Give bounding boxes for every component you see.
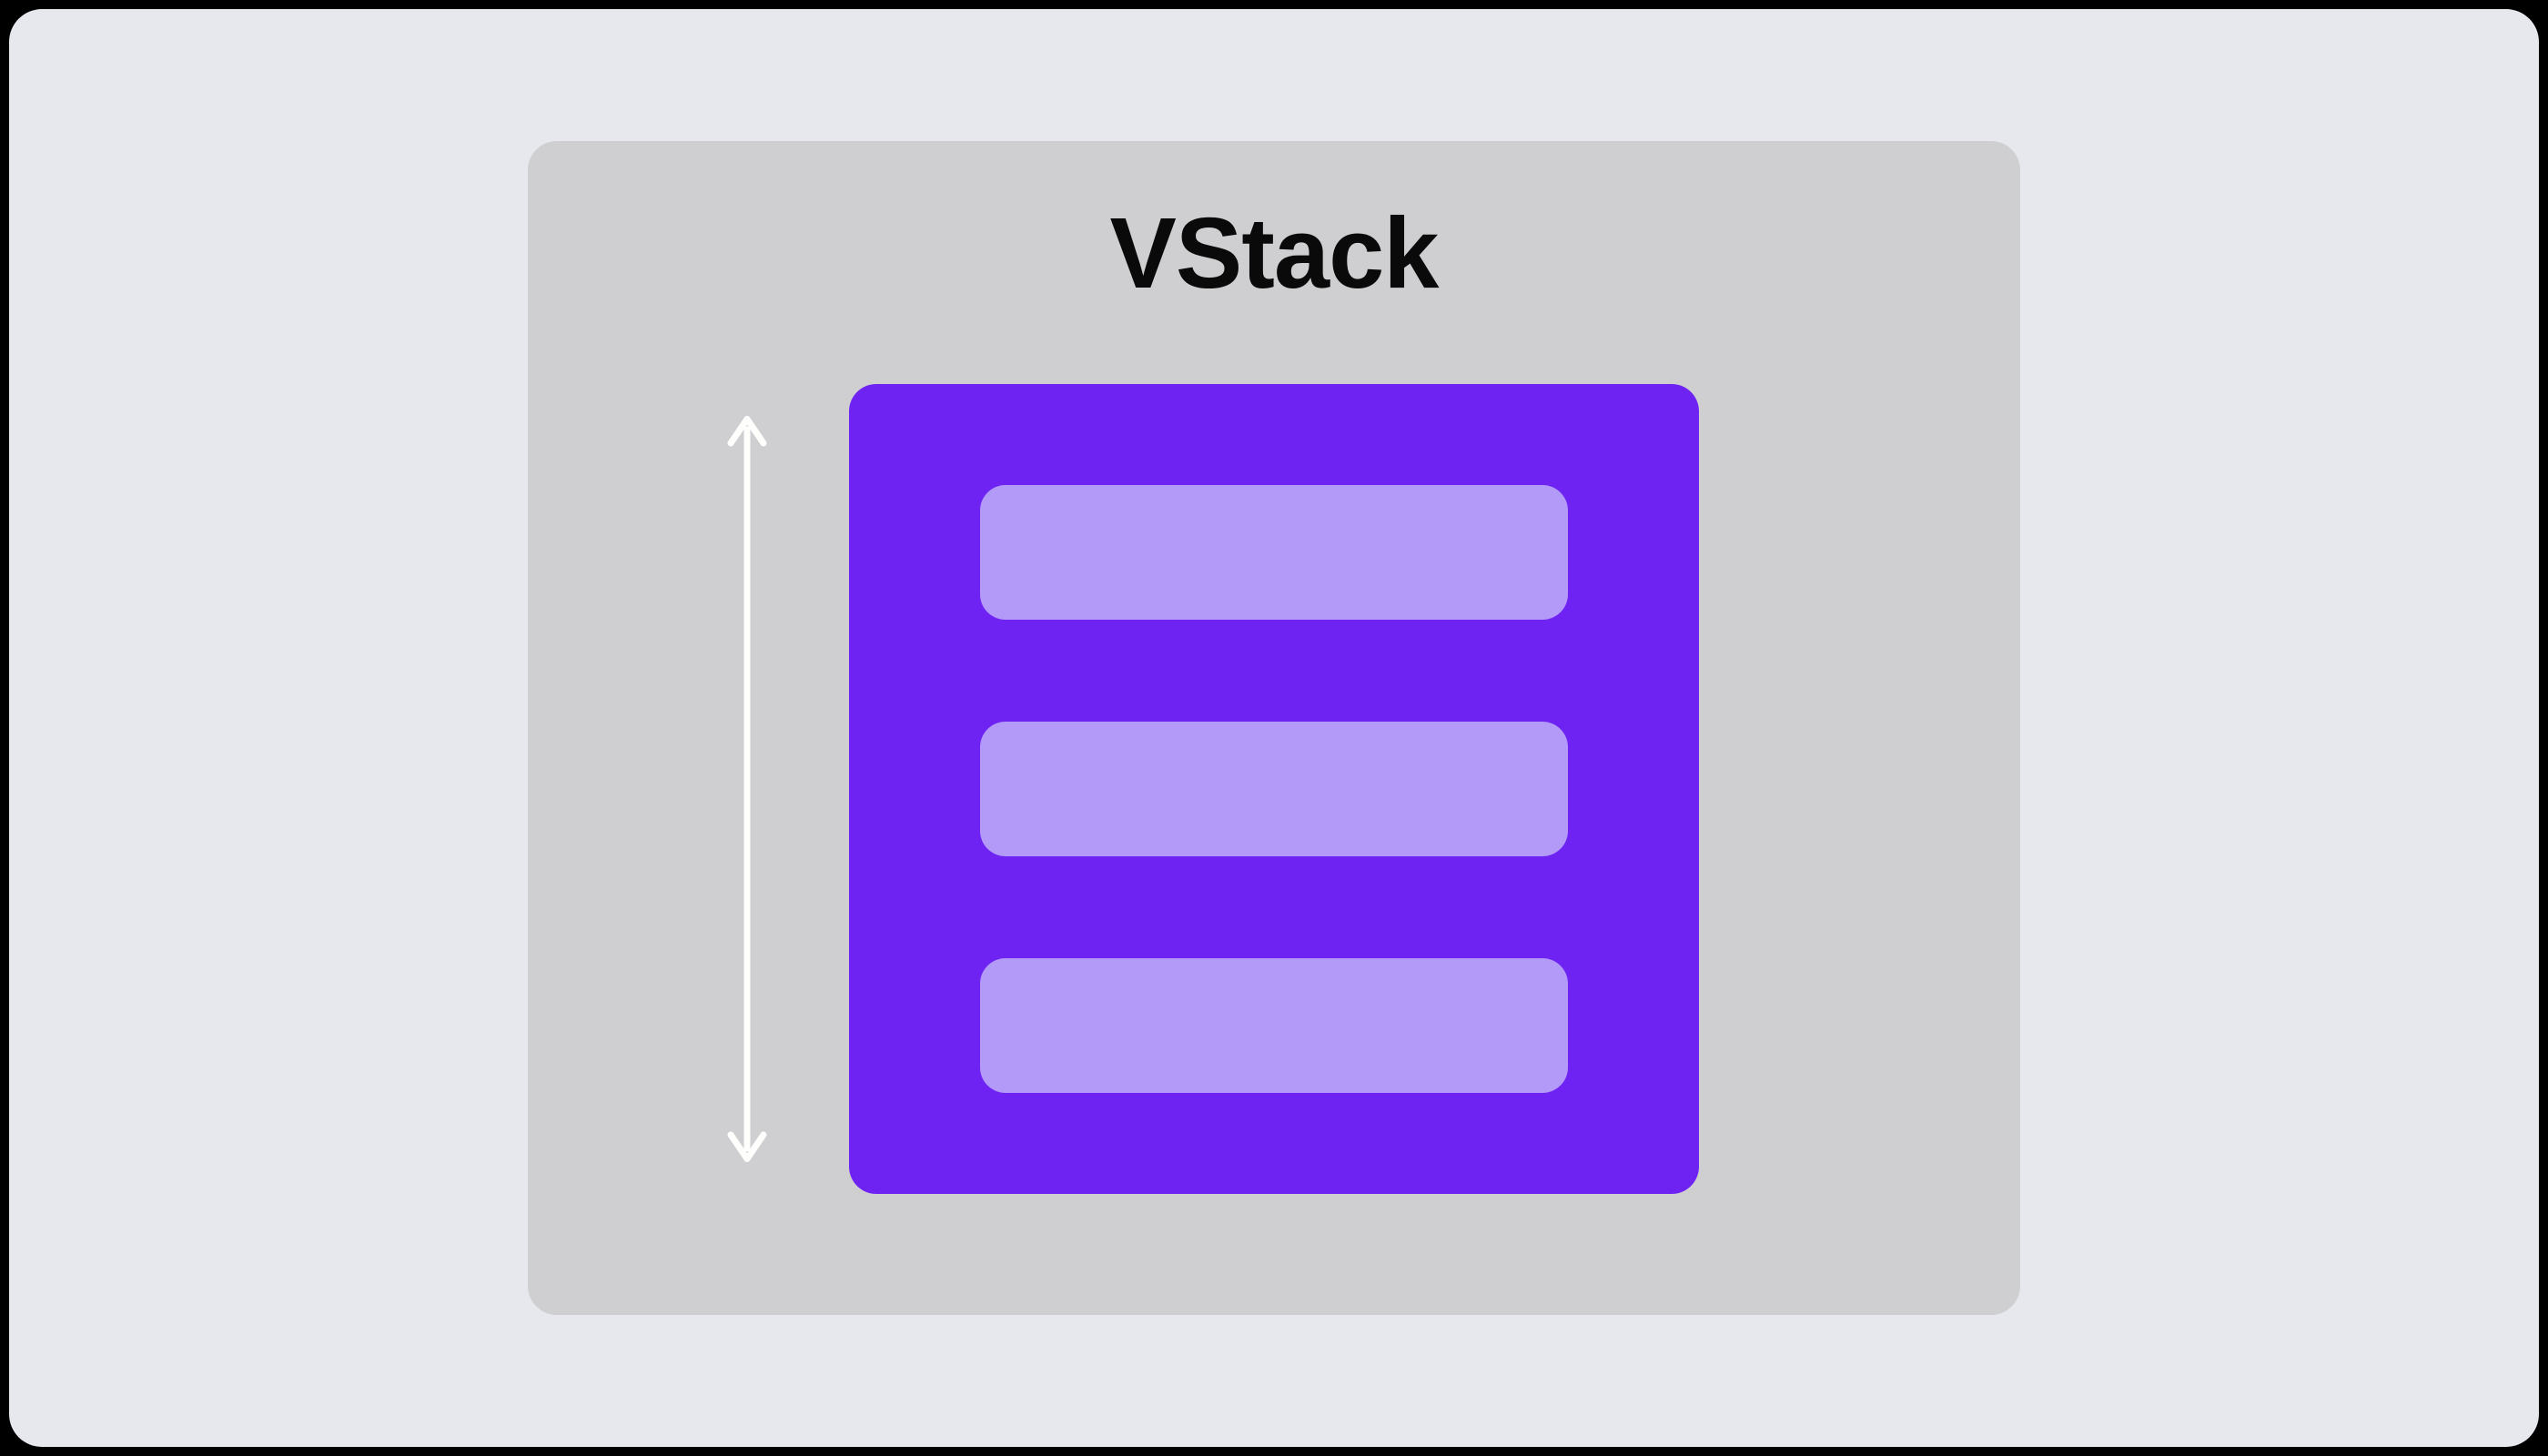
diagram-title: VStack [1110,196,1439,311]
vertical-arrow-icon [722,416,773,1162]
vstack-container [849,384,1699,1194]
diagram-panel: VStack [528,141,2020,1315]
content-row [849,384,1699,1194]
stack-item [980,485,1568,620]
outer-frame: VStack [9,9,2539,1447]
stack-item [980,958,1568,1093]
stack-item [980,722,1568,856]
